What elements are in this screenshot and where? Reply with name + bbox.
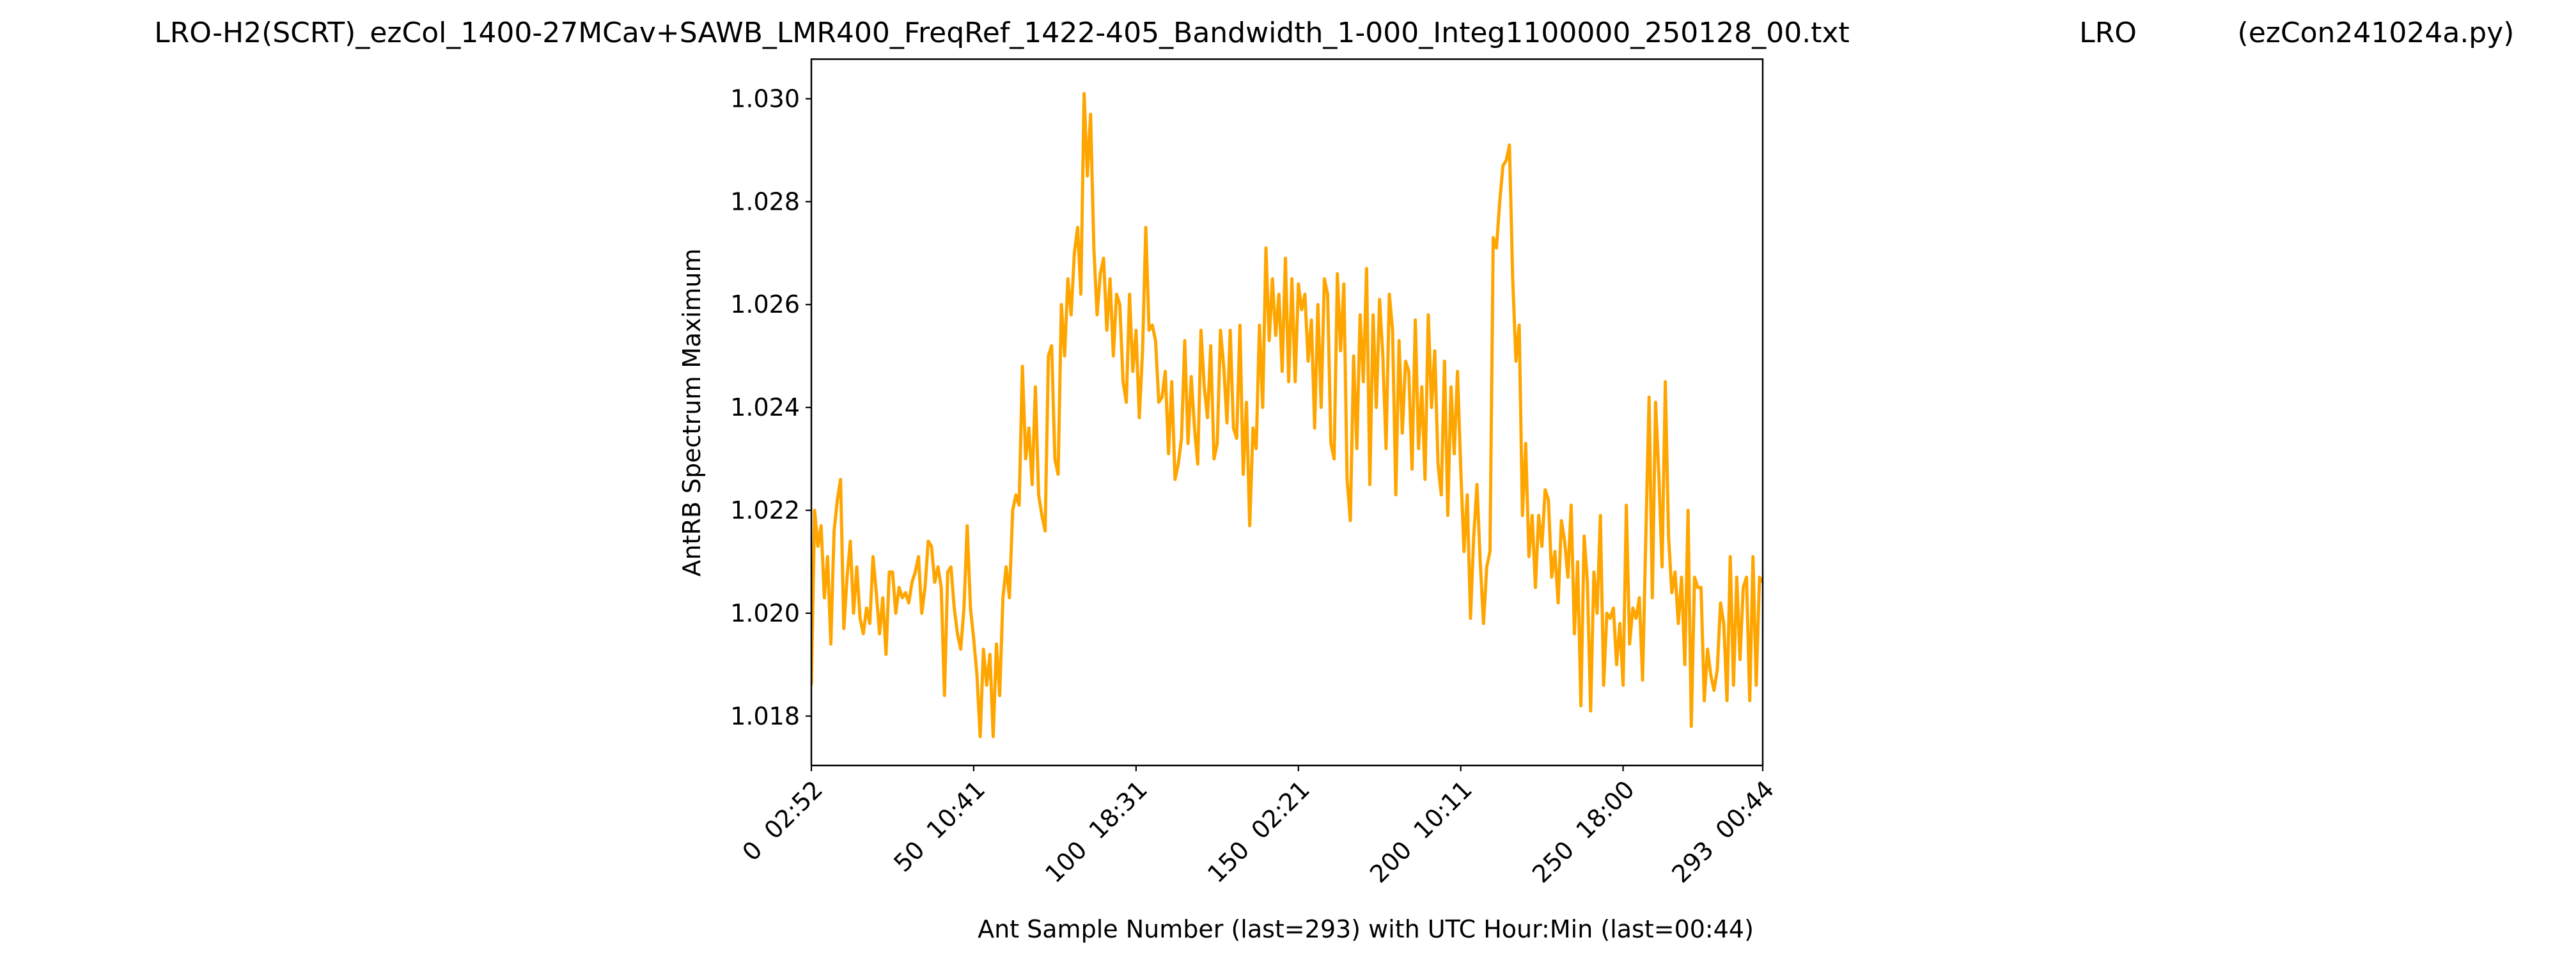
- plot-frame: [810, 58, 1764, 767]
- y-tick-label: 1.030: [730, 84, 800, 113]
- y-tick-label: 1.028: [730, 187, 800, 216]
- y-tick-label: 1.024: [730, 393, 800, 421]
- y-tick-label: 1.026: [730, 290, 800, 318]
- y-tick-label: 1.020: [730, 599, 800, 627]
- y-axis-label: AntRB Spectrum Maximum: [678, 249, 706, 577]
- title-site: LRO: [2079, 17, 2137, 49]
- y-tick-label: 1.022: [730, 496, 800, 524]
- title-file: LRO-H2(SCRT)_ezCol_1400-27MCav+SAWB_LMR4…: [154, 17, 1850, 49]
- x-axis-label: Ant Sample Number (last=293) with UTC Ho…: [978, 915, 1754, 943]
- data-line: [811, 91, 1763, 739]
- title-program: (ezCon241024a.py): [2238, 17, 2515, 49]
- y-tick-label: 1.018: [730, 702, 800, 730]
